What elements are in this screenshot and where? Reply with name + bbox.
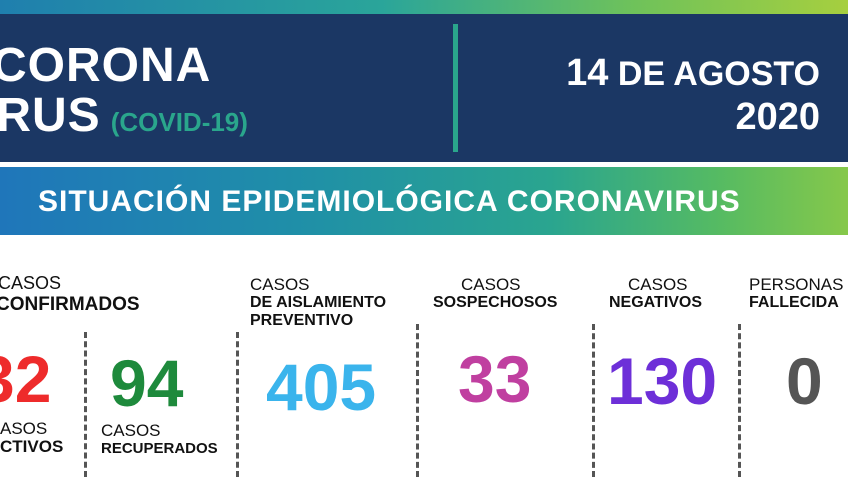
recuperados-label-top: CASOS — [101, 421, 161, 440]
sospechosos-label-top: CASOS — [461, 275, 521, 294]
aislamiento-label-3: PREVENTIVO — [250, 312, 354, 329]
divider-sospechosos-negativos — [592, 324, 595, 477]
confirmados-label-bottom: CONFIRMADOS — [0, 294, 140, 315]
confirmados-label-top: CASOS — [0, 273, 62, 293]
sospechosos-label-bottom: SOSPECHOSOS — [433, 294, 558, 311]
activos-label-bottom: CTIVOS — [0, 437, 64, 456]
fallecidas-value: 0 — [786, 344, 823, 418]
title-virus: IRUS (COVID-19) — [0, 88, 248, 143]
negativos-value: 130 — [607, 344, 718, 418]
aislamiento-label-1: CASOS — [250, 275, 310, 294]
title-corona: CORONA — [0, 39, 212, 92]
date-month: DE AGOSTO — [617, 55, 820, 93]
recuperados-label-bottom: RECUPERADOS — [101, 440, 218, 457]
aislamiento-value: 405 — [266, 350, 377, 424]
covid-tag: (COVID-19) — [110, 107, 248, 137]
divider-negativos-fallecidas — [738, 324, 741, 477]
top-gradient-stripe — [0, 0, 848, 14]
date-line: 14 DE AGOSTO — [566, 52, 820, 95]
activos-value: 32 — [0, 342, 52, 416]
banner-title: SITUACIÓN EPIDEMIOLÓGICA CORONAVIRUS — [38, 185, 741, 218]
aislamiento-label-2: DE AISLAMIENTO — [250, 294, 387, 311]
fallecidas-label-bottom: FALLECIDA — [749, 294, 839, 311]
header-separator — [0, 162, 848, 167]
negativos-label-top: CASOS — [628, 275, 688, 294]
divider-recuperados-aislamiento — [236, 332, 239, 477]
activos-label-top: ASOS — [0, 419, 48, 438]
fallecidas-label-top: PERSONAS — [749, 275, 844, 294]
sospechosos-value: 33 — [458, 342, 532, 416]
negativos-label-bottom: NEGATIVOS — [609, 294, 703, 311]
date-year: 2020 — [735, 96, 820, 138]
header-panel: CORONA IRUS (COVID-19) 14 DE AGOSTO 2020 — [0, 14, 848, 162]
date-day: 14 — [566, 52, 609, 94]
recuperados-value: 94 — [110, 346, 184, 420]
situation-banner: SITUACIÓN EPIDEMIOLÓGICA CORONAVIRUS — [0, 167, 848, 235]
title-virus-text: IRUS — [0, 89, 101, 142]
divider-activos-recuperados — [84, 332, 87, 477]
divider-aislamiento-sospechosos — [416, 324, 419, 477]
header-divider — [453, 24, 458, 152]
